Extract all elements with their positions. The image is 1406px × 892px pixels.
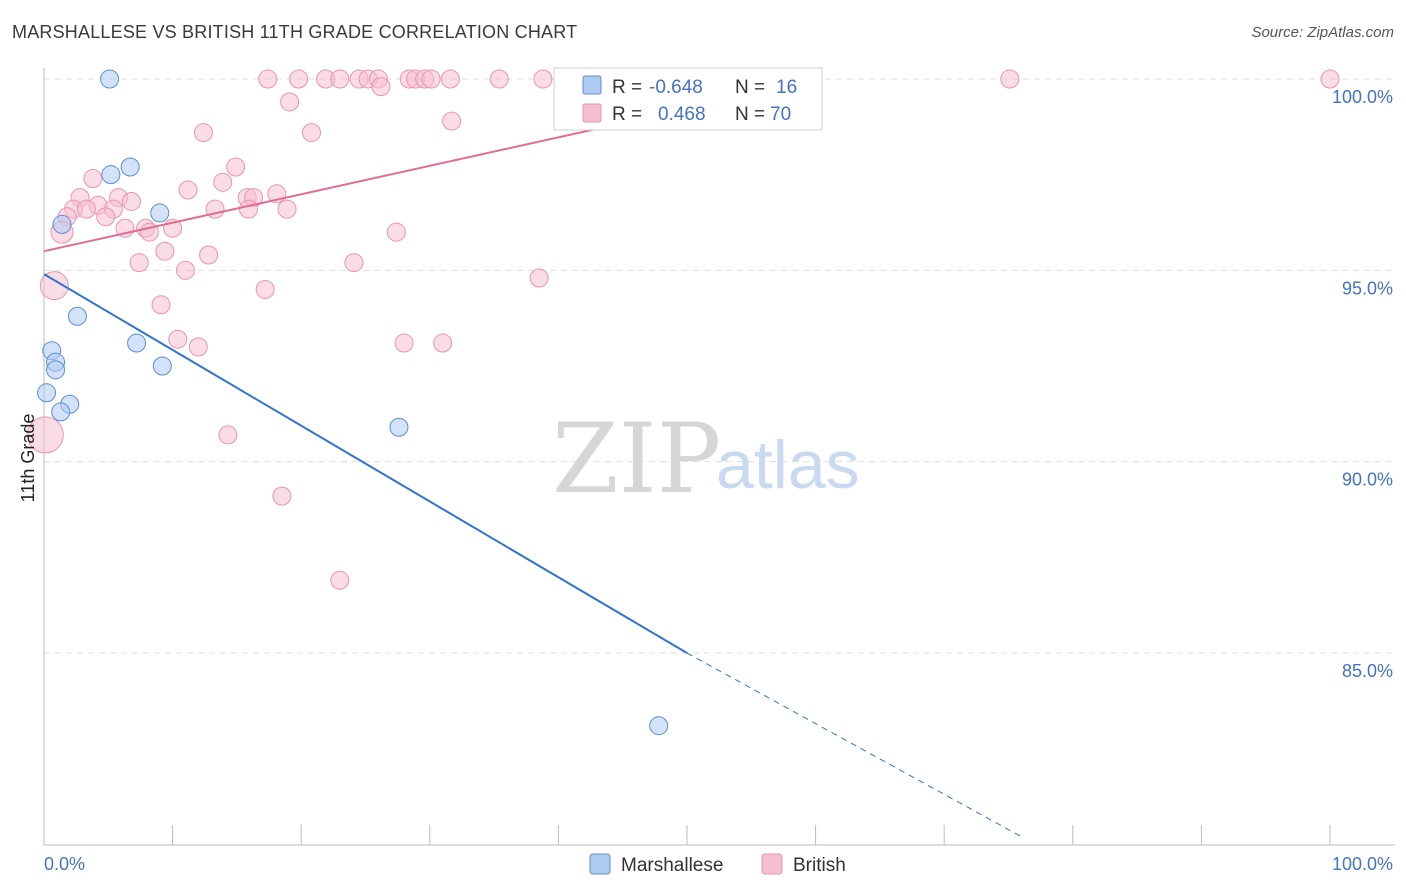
point-british-0: [258, 69, 278, 89]
stats-n-label-marshallese: N =: [735, 77, 765, 98]
stats-legend-swatch-marshallese: [582, 75, 602, 95]
point-british-10: [421, 69, 441, 89]
bottom-legend: Marshallese British: [589, 853, 846, 876]
y-tick-label-0: 100.0%: [1332, 87, 1393, 107]
point-british-64: [218, 425, 238, 445]
trend-line-marshallese: [43, 273, 688, 654]
point-british-61: [394, 333, 414, 353]
point-british-39: [76, 199, 96, 219]
point-british-62: [433, 333, 453, 353]
point-british-57: [39, 271, 69, 301]
point-british-63: [188, 337, 208, 357]
point-marshallese-5: [67, 306, 87, 326]
point-marshallese-3: [150, 203, 170, 223]
point-british-41: [96, 207, 116, 227]
point-marshallese-15: [649, 716, 669, 736]
tick-labels: 100.0% 95.0% 90.0% 85.0% 0.0% 100.0%: [44, 87, 1393, 874]
point-british-11: [440, 69, 460, 89]
y-tick-label-2: 90.0%: [1342, 470, 1393, 490]
point-british-44: [277, 199, 297, 219]
source-credit: Source: ZipAtlas.com: [1251, 24, 1394, 41]
trend-line-extension-marshallese: [686, 652, 1022, 838]
chart-title: MARSHALLESE VS BRITISH 11TH GRADE CORREL…: [12, 22, 578, 42]
y-tick-label-1: 95.0%: [1342, 278, 1393, 298]
watermark-atlas: atlas: [716, 427, 860, 503]
legend-swatch-marshallese: [589, 853, 611, 875]
point-british-28: [213, 172, 233, 192]
point-british-27: [83, 168, 103, 188]
point-british-55: [344, 253, 364, 273]
point-british-53: [129, 253, 149, 273]
point-marshallese-2: [120, 157, 140, 177]
watermark: ZIP atlas: [552, 403, 860, 515]
point-marshallese-4: [52, 214, 72, 234]
point-british-54: [175, 260, 195, 280]
x-tick-label-0: 0.0%: [44, 854, 85, 874]
point-british-66: [272, 486, 292, 506]
legend-swatch-british: [761, 853, 783, 875]
point-marshallese-0: [100, 69, 120, 89]
y-axis-label: 11th Grade: [18, 414, 38, 503]
stats-r-label-british: R =: [612, 104, 642, 125]
point-british-29: [178, 180, 198, 200]
legend-label-marshallese: Marshallese: [621, 855, 723, 876]
point-british-21: [371, 77, 391, 97]
watermark-zip: ZIP: [552, 403, 721, 515]
point-marshallese-9: [46, 360, 66, 380]
point-british-22: [280, 92, 300, 112]
stats-r-value-british: 0.468: [658, 104, 706, 125]
stats-r-value-marshallese: -0.648: [649, 77, 703, 98]
point-british-43: [238, 199, 258, 219]
point-marshallese-11: [37, 383, 57, 403]
stats-n-value-marshallese: 16: [776, 77, 797, 98]
point-british-56: [529, 268, 549, 288]
point-british-20: [1320, 69, 1340, 89]
gridlines: [44, 78, 1395, 654]
point-marshallese-13: [51, 402, 71, 422]
point-british-51: [155, 241, 175, 261]
point-marshallese-1: [101, 165, 121, 185]
x-tick-label-1: 100.0%: [1332, 854, 1393, 874]
legend-label-british: British: [793, 855, 846, 876]
point-marshallese-10: [152, 356, 172, 376]
y-tick-label-3: 85.0%: [1342, 661, 1393, 681]
point-british-67: [330, 570, 350, 590]
point-marshallese-6: [127, 333, 147, 353]
point-british-1: [289, 69, 309, 89]
point-british-65: [26, 416, 64, 454]
stats-legend-swatch-british: [582, 103, 602, 123]
point-british-60: [168, 329, 188, 349]
axes: [43, 68, 1395, 846]
point-british-25: [301, 123, 321, 143]
point-british-13: [533, 69, 553, 89]
point-british-12: [489, 69, 509, 89]
stats-legend: R = -0.648 N = 16 R = 0.468 N = 70: [553, 67, 823, 131]
point-british-26: [226, 157, 246, 177]
stats-n-value-british: 70: [770, 104, 791, 125]
point-british-19: [1000, 69, 1020, 89]
point-british-23: [442, 111, 462, 131]
point-british-58: [255, 279, 275, 299]
point-british-24: [193, 123, 213, 143]
point-british-32: [121, 191, 141, 211]
point-british-52: [199, 245, 219, 265]
point-marshallese-14: [389, 417, 409, 437]
stats-n-label-british: N =: [735, 104, 765, 125]
point-british-50: [386, 222, 406, 242]
point-british-3: [330, 69, 350, 89]
stats-r-label-marshallese: R =: [612, 77, 642, 98]
point-british-59: [151, 295, 171, 315]
